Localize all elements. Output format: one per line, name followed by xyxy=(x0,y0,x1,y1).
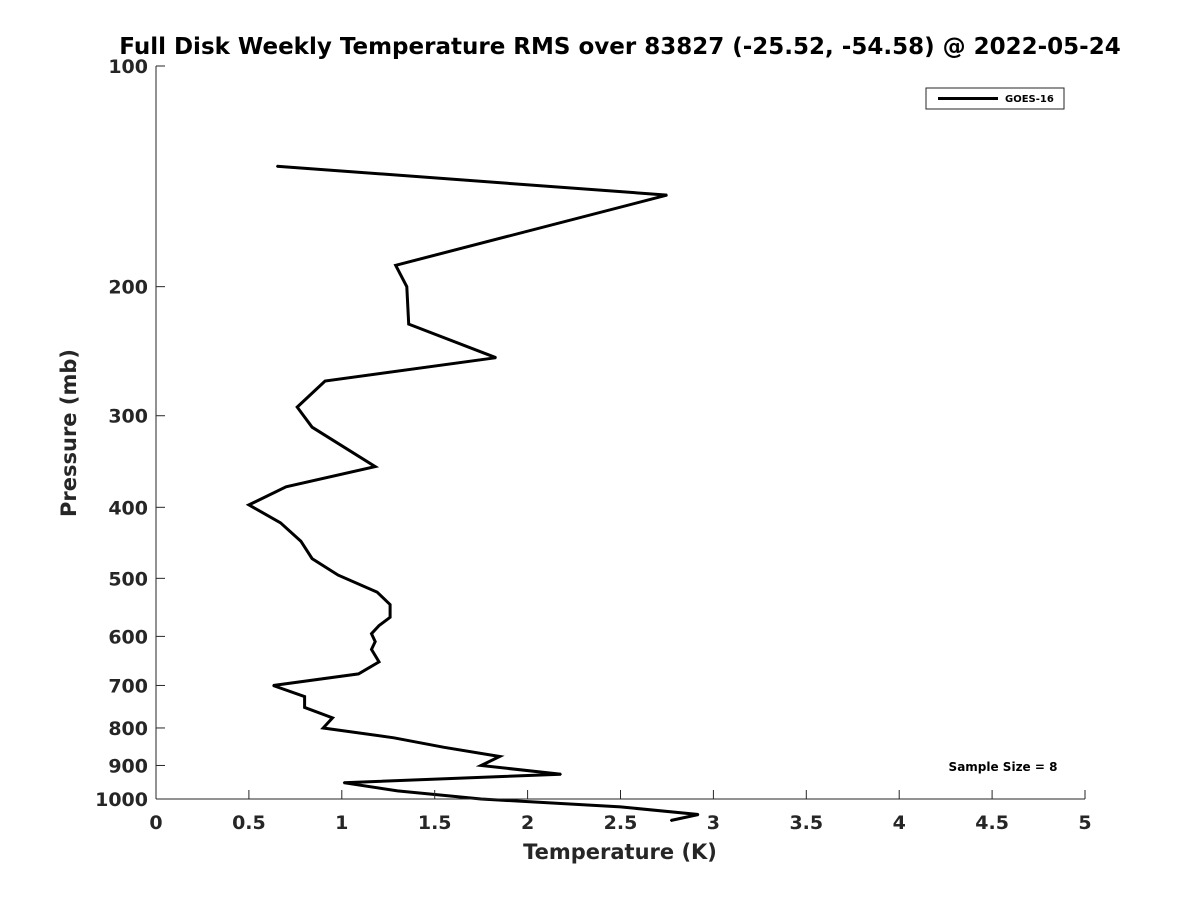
data-point xyxy=(322,727,325,729)
data-point xyxy=(389,603,391,606)
data-point xyxy=(370,632,373,635)
data-point xyxy=(443,746,445,749)
data-point xyxy=(389,616,391,619)
data-point xyxy=(303,706,306,709)
x-tick-label: 1 xyxy=(335,812,348,834)
data-point xyxy=(285,486,287,488)
data-point xyxy=(376,591,378,593)
data-point xyxy=(272,684,274,687)
data-point xyxy=(498,755,501,758)
series-line-goes-16 xyxy=(245,164,699,822)
x-tick-label: 0.5 xyxy=(232,812,266,834)
y-tick-label: 600 xyxy=(108,626,148,648)
data-point xyxy=(300,540,302,542)
data-point xyxy=(393,737,395,739)
data-point xyxy=(279,522,282,524)
y-tick-label: 200 xyxy=(108,277,148,299)
data-point xyxy=(374,640,377,643)
data-point xyxy=(337,574,339,576)
data-point xyxy=(669,819,672,822)
y-axis-label: Pressure (mb) xyxy=(57,349,81,517)
data-point xyxy=(311,426,313,429)
data-point xyxy=(697,813,700,816)
x-tick-label: 4.5 xyxy=(975,812,1009,834)
data-point xyxy=(495,356,497,359)
x-tick-label: 2.5 xyxy=(604,812,638,834)
data-point xyxy=(303,695,306,698)
data-point xyxy=(276,165,278,167)
x-tick-label: 3 xyxy=(707,812,720,834)
data-point xyxy=(619,806,622,808)
y-tick-label: 300 xyxy=(108,406,148,428)
y-tick-label: 100 xyxy=(108,56,148,78)
data-point xyxy=(342,781,345,784)
x-tick-label: 5 xyxy=(1078,812,1091,834)
data-point xyxy=(406,285,408,288)
data-point xyxy=(407,323,410,325)
data-point xyxy=(357,673,360,675)
sample-size-annotation: Sample Size = 8 xyxy=(949,760,1058,774)
data-point xyxy=(378,624,380,627)
data-point xyxy=(370,648,373,651)
data-point xyxy=(311,557,313,560)
y-tick-label: 700 xyxy=(108,675,148,697)
plot-area xyxy=(245,164,700,822)
y-tick-label: 900 xyxy=(108,755,148,777)
data-point xyxy=(248,504,250,506)
data-point xyxy=(396,790,399,792)
x-tick-label: 4 xyxy=(893,812,906,834)
x-tick-label: 0 xyxy=(149,812,162,834)
data-point xyxy=(560,773,562,775)
y-tick-label: 500 xyxy=(108,568,148,590)
data-point xyxy=(296,406,299,408)
chart-title: Full Disk Weekly Temperature RMS over 83… xyxy=(119,34,1121,60)
x-axis-label: Temperature (K) xyxy=(523,840,717,864)
y-tick-label: 1000 xyxy=(95,789,148,811)
y-tick-label: 800 xyxy=(108,718,148,740)
data-point xyxy=(324,380,326,382)
data-point xyxy=(394,264,397,267)
data-point xyxy=(378,661,380,663)
x-tick-label: 3.5 xyxy=(789,812,823,834)
axes: 0 0.5 1 1.5 2 2.5 3 3.5 4 4.5 5 100 200 300 400 500 600 7… xyxy=(95,56,1092,834)
data-point xyxy=(331,717,334,719)
data-point xyxy=(374,465,377,468)
legend: GOES-16 xyxy=(925,87,1065,110)
legend-label: GOES-16 xyxy=(1005,94,1054,105)
x-tick-label: 1.5 xyxy=(418,812,452,834)
y-tick-label: 400 xyxy=(108,497,148,519)
x-tick-label: 2 xyxy=(521,812,534,834)
data-point xyxy=(480,764,482,767)
data-point xyxy=(666,194,668,196)
